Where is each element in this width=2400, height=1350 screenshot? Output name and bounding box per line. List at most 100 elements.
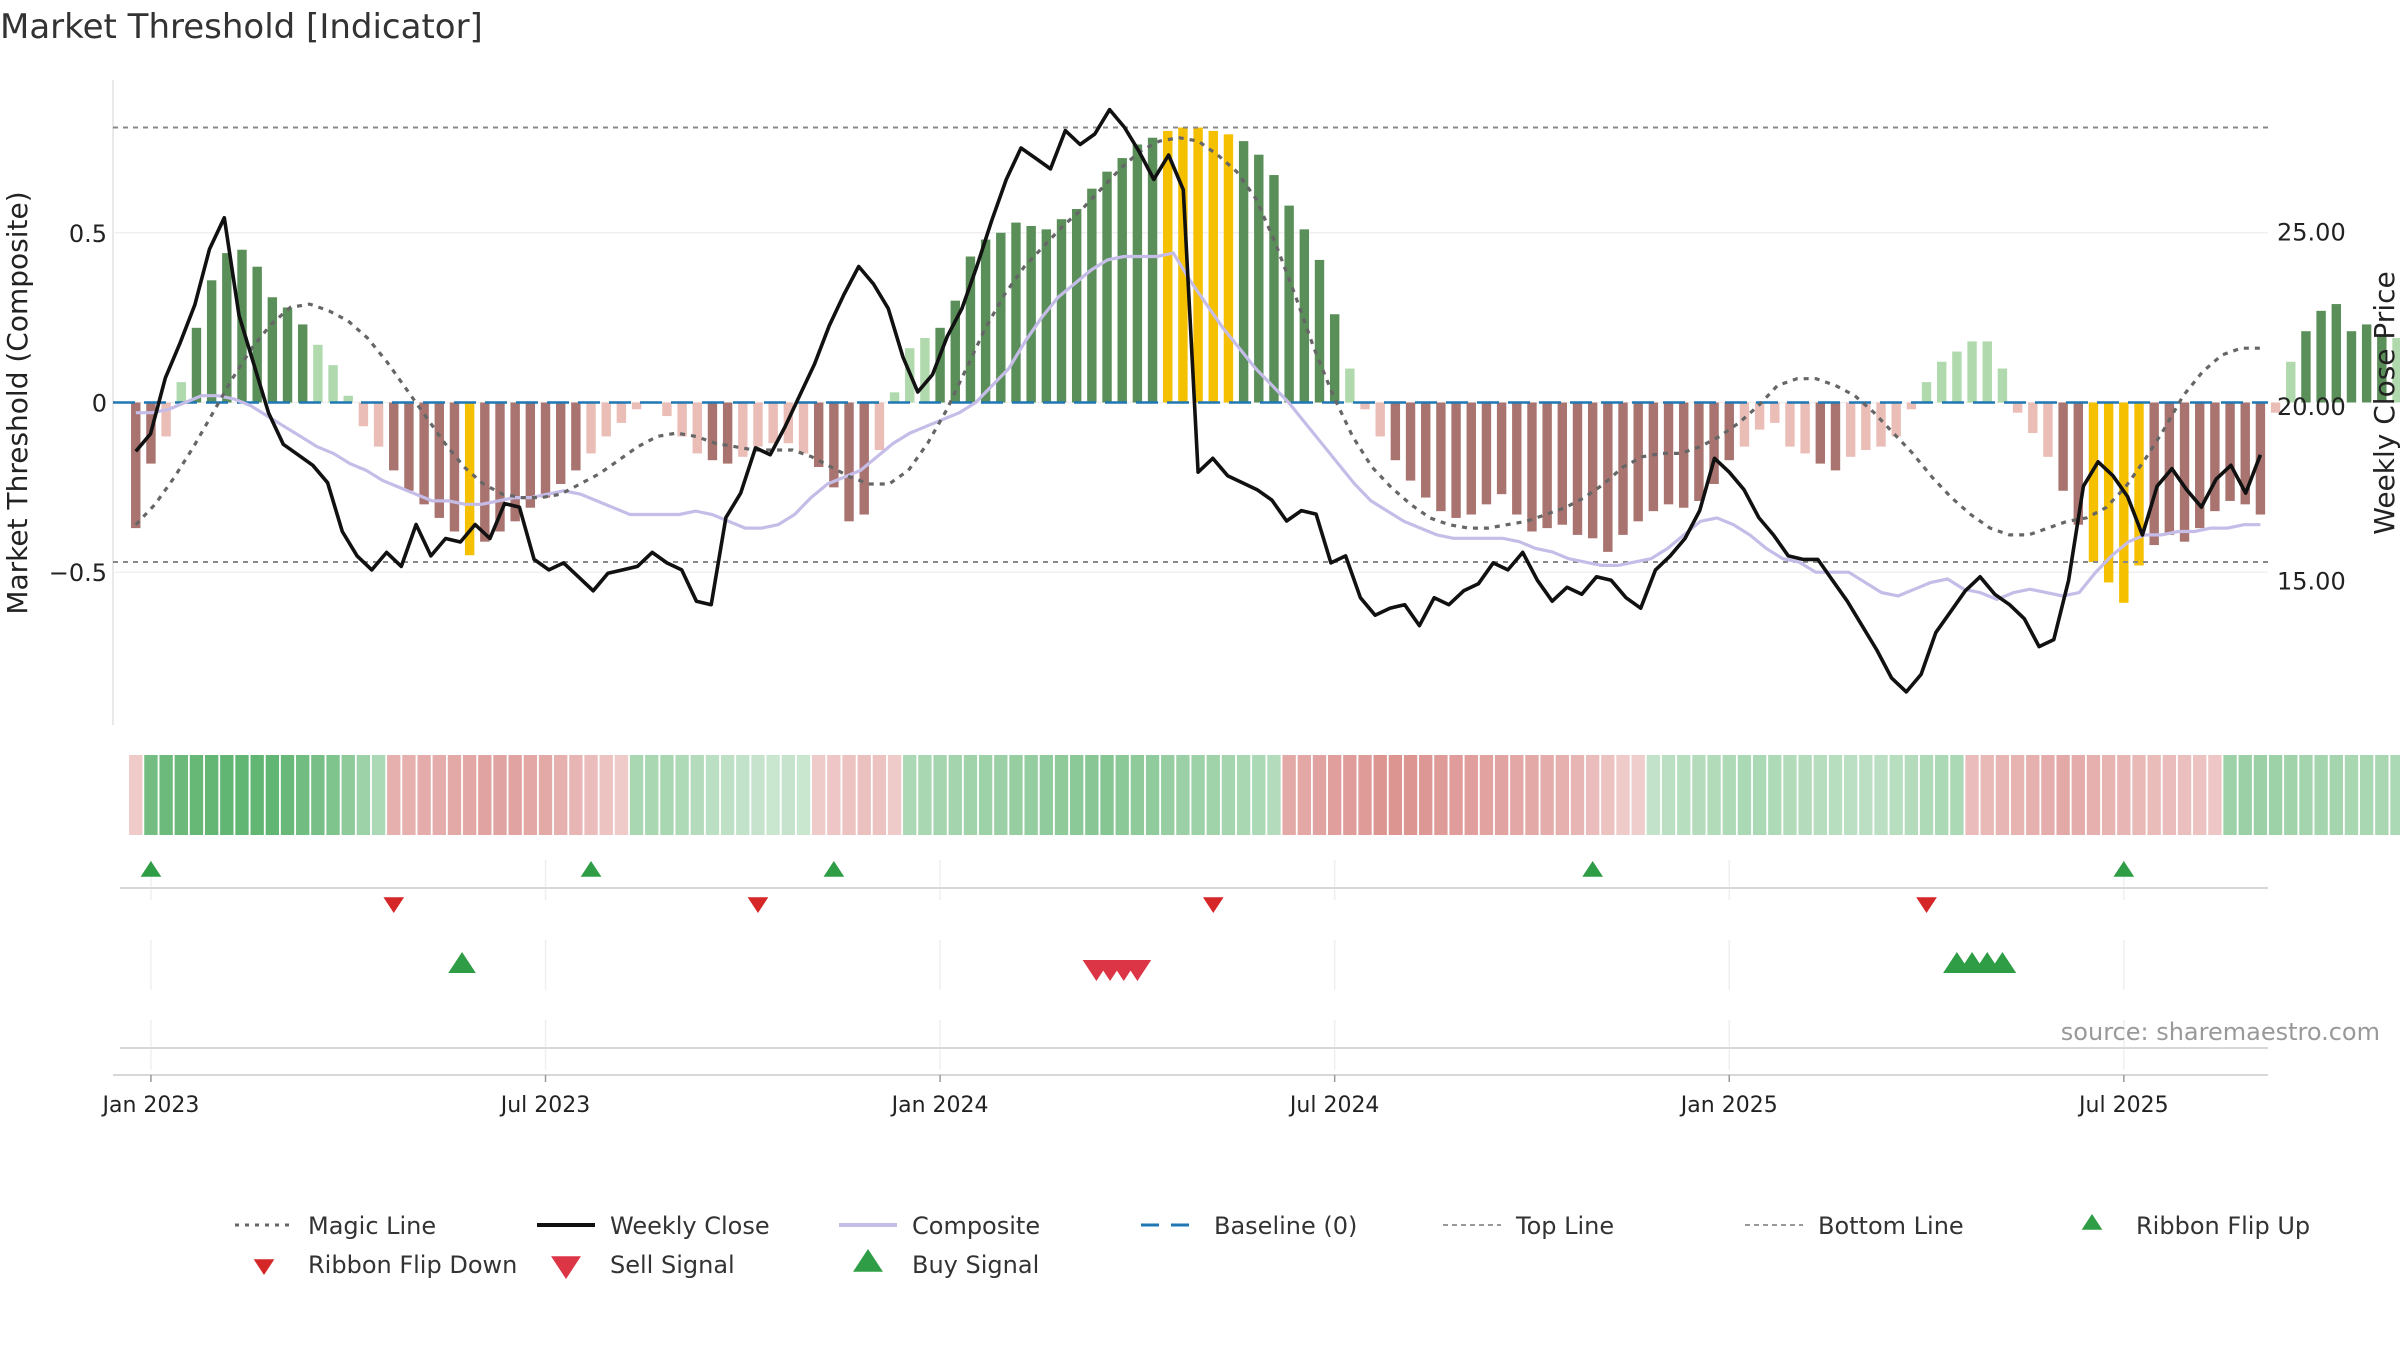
- composite-bar: [662, 402, 672, 417]
- ribbon-cell: [1707, 755, 1721, 835]
- x-tick-label: Jul 2023: [499, 1093, 591, 1118]
- composite-bar: [2346, 331, 2357, 403]
- ribbon-cell: [720, 755, 735, 835]
- ribbon-cell: [508, 755, 522, 835]
- composite-bar: [1709, 402, 1719, 484]
- composite-bar: [206, 280, 217, 403]
- composite-bar: [2164, 402, 2175, 535]
- composite-bar: [1967, 341, 1977, 403]
- composite-panel: 0.5 0 −0.5 25.00 20.00 15.00 Market Threshol…: [1, 80, 2400, 725]
- composite-bar: [1982, 341, 1992, 403]
- composite-bar: [692, 402, 702, 454]
- legend-item: Ribbon Flip Down: [253, 1251, 517, 1279]
- composite-bar: [1496, 402, 1507, 495]
- ribbon-cell: [569, 755, 583, 835]
- ribbon-cell: [462, 755, 477, 835]
- ribbon-cell: [1327, 755, 1342, 835]
- composite-bar: [2377, 334, 2387, 403]
- ribbon-cell: [1297, 755, 1311, 835]
- ribbon-cell: [1950, 755, 1964, 835]
- source-credit: source: sharemaestro.com: [2061, 1018, 2380, 1046]
- legend-label: Magic Line: [308, 1212, 436, 1240]
- composite-bar: [1299, 229, 1310, 403]
- ribbon-cell: [948, 755, 962, 835]
- composite-bar: [1648, 402, 1659, 512]
- ribbon-cell: [903, 755, 917, 835]
- ribbon-cell: [2177, 755, 2192, 835]
- ribbon-cell: [1449, 755, 1463, 835]
- ribbon-cell: [2117, 755, 2131, 835]
- composite-line: [135, 251, 2261, 602]
- composite-bar: [1193, 127, 1203, 403]
- ribbon-cell: [1494, 755, 1509, 835]
- ribbon-cell: [538, 755, 553, 835]
- composite-bar: [1952, 351, 1962, 403]
- composite-bar: [738, 402, 748, 457]
- x-tick-label: Jul 2025: [2077, 1093, 2169, 1118]
- ribbon-cell: [1919, 755, 1934, 835]
- ribbon-cell: [2314, 755, 2328, 835]
- legend-item: Composite: [839, 1212, 1040, 1240]
- composite-bar: [1345, 368, 1355, 403]
- ribbon-cell: [1798, 755, 1812, 835]
- ribbon-cell: [1874, 755, 1888, 835]
- ribbon-cell: [387, 755, 401, 835]
- composite-bar: [1694, 402, 1704, 501]
- composite-bar: [480, 402, 490, 542]
- composite-bar: [1390, 402, 1401, 461]
- ribbon-cell: [2238, 755, 2252, 835]
- ribbon-cell: [1570, 755, 1585, 835]
- ribbon-cell: [2223, 755, 2237, 835]
- ribbon-cell: [2329, 755, 2343, 835]
- ribbon-cell: [918, 755, 932, 835]
- composite-bar: [2103, 402, 2114, 583]
- ribbon-cell: [265, 755, 280, 835]
- ribbon-flip-up-marker: [2113, 861, 2135, 877]
- legend-label: Bottom Line: [1818, 1212, 1964, 1240]
- ribbon-cell: [1100, 755, 1114, 835]
- ribbon-cell: [1373, 755, 1387, 835]
- ribbon-cell: [250, 755, 264, 835]
- ribbon-cell: [2162, 755, 2177, 835]
- composite-bar: [2210, 402, 2220, 512]
- composite-bar: [313, 344, 323, 403]
- ribbon-cell: [2375, 755, 2389, 835]
- composite-bar: [343, 395, 353, 403]
- composite-bar: [328, 365, 338, 403]
- ribbon-cell: [1585, 755, 1600, 835]
- y-tick-label: −0.5: [49, 559, 107, 587]
- composite-bar: [1284, 205, 1294, 403]
- composite-bar: [1724, 402, 1734, 461]
- ribbon-cell: [1070, 755, 1084, 835]
- ribbon-cell: [2086, 755, 2101, 835]
- composite-bar: [2361, 324, 2372, 403]
- ribbon-cell: [2208, 755, 2222, 835]
- composite-bar: [753, 402, 763, 447]
- composite-bar: [1876, 402, 1886, 447]
- composite-bar: [510, 402, 520, 522]
- ribbon-cell: [978, 755, 993, 835]
- composite-bar: [1679, 402, 1689, 508]
- composite-bar: [1739, 402, 1750, 447]
- composite-bar: [2088, 402, 2099, 563]
- legend: Magic Line Weekly Close Composite Baseline …: [235, 1212, 2310, 1279]
- composite-bar: [1891, 402, 1901, 437]
- chart-title: Market Threshold [Indicator]: [0, 7, 483, 47]
- composite-bar: [844, 402, 854, 522]
- ribbon-cell: [1312, 755, 1327, 835]
- ribbon-cell: [1525, 755, 1539, 835]
- ribbon-cell: [235, 755, 249, 835]
- signal-panels: [113, 860, 2268, 1076]
- composite-bar: [2240, 402, 2250, 505]
- composite-bar: [2149, 402, 2159, 546]
- composite-bar: [252, 266, 262, 403]
- composite-bar: [1603, 402, 1613, 552]
- ribbon-cell: [1783, 755, 1797, 835]
- composite-bar: [1921, 382, 1932, 403]
- composite-bar: [1087, 188, 1097, 403]
- composite-bar: [525, 402, 536, 508]
- composite-bar: [1314, 259, 1325, 403]
- composite-bar: [601, 402, 611, 437]
- ribbon-cell: [554, 755, 568, 835]
- ribbon-flip-up-marker: [1582, 861, 1604, 877]
